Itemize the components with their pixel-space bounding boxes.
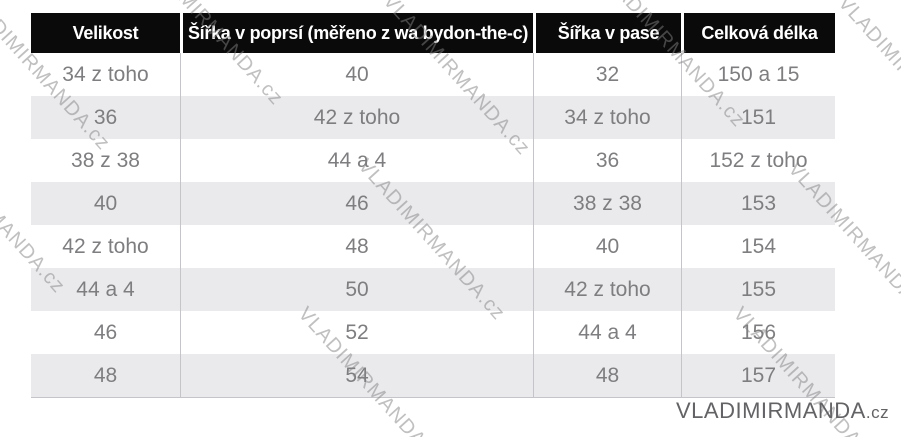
table-cell: 156 bbox=[681, 311, 835, 354]
table-cell: 36 bbox=[31, 96, 180, 139]
table-cell: 46 bbox=[180, 182, 533, 225]
table-cell: 50 bbox=[180, 268, 533, 311]
header-sirka-poprsi: Šířka v poprsí (měřeno z wa bydon-the-c) bbox=[180, 13, 533, 53]
table-row: 42 z toho 48 40 154 bbox=[31, 225, 835, 268]
table-cell: 152 z toho bbox=[681, 139, 835, 182]
footer-watermark-suffix: .cz bbox=[865, 403, 890, 422]
size-table: Velikost Šířka v poprsí (měřeno z wa byd… bbox=[31, 13, 835, 398]
table-cell: 44 a 4 bbox=[180, 139, 533, 182]
table-cell: 151 bbox=[681, 96, 835, 139]
table-cell: 155 bbox=[681, 268, 835, 311]
table-cell: 32 bbox=[533, 53, 681, 96]
watermark-diagonal: VLADIMIRMANDA.cz bbox=[833, 0, 901, 162]
table-row: 36 42 z toho 34 z toho 151 bbox=[31, 96, 835, 139]
footer-watermark-main: VLADIMIRMANDA bbox=[676, 398, 866, 423]
table-row: 34 z toho 40 32 150 a 15 bbox=[31, 53, 835, 96]
table-cell: 157 bbox=[681, 354, 835, 398]
table-cell: 42 z toho bbox=[533, 268, 681, 311]
table-row: 46 52 44 a 4 156 bbox=[31, 311, 835, 354]
footer-watermark: VLADIMIRMANDA.cz bbox=[676, 398, 889, 424]
table-body: 34 z toho 40 32 150 a 15 36 42 z toho 34 z toh… bbox=[31, 53, 835, 398]
table-cell: 154 bbox=[681, 225, 835, 268]
table-cell: 38 z 38 bbox=[533, 182, 681, 225]
table-cell: 48 bbox=[31, 354, 180, 398]
header-celkova-delka: Celková délka bbox=[681, 13, 835, 53]
table-cell: 52 bbox=[180, 311, 533, 354]
table-row: 38 z 38 44 a 4 36 152 z toho bbox=[31, 139, 835, 182]
table-row: 40 46 38 z 38 153 bbox=[31, 182, 835, 225]
table-cell: 44 a 4 bbox=[533, 311, 681, 354]
table-cell: 150 a 15 bbox=[681, 53, 835, 96]
table-cell: 153 bbox=[681, 182, 835, 225]
table-cell: 42 z toho bbox=[62, 234, 149, 258]
header-velikost: Velikost bbox=[31, 13, 180, 53]
table-cell: 42 z toho bbox=[180, 96, 533, 139]
table-cell: 48 bbox=[533, 354, 681, 398]
table-cell: 38 z 38 bbox=[71, 148, 140, 172]
table-cell: 46 bbox=[93, 320, 118, 344]
table-cell: 36 bbox=[533, 139, 681, 182]
table-cell: 40 bbox=[180, 53, 533, 96]
table-header-row: Velikost Šířka v poprsí (měřeno z wa byd… bbox=[31, 13, 835, 53]
table-row: 44 a 4 50 42 z toho 155 bbox=[31, 268, 835, 311]
table-cell: 40 bbox=[533, 225, 681, 268]
table-cell: 48 bbox=[180, 225, 533, 268]
table-cell: 34 z toho bbox=[533, 96, 681, 139]
table-cell: 44 a 4 bbox=[31, 268, 180, 311]
header-sirka-pase: Šířka v pase bbox=[533, 13, 681, 53]
table-cell: 40 bbox=[31, 182, 180, 225]
table-cell: 54 bbox=[180, 354, 533, 398]
table-row: 48 54 48 157 bbox=[31, 354, 835, 398]
table-cell: 34 z toho bbox=[62, 62, 149, 86]
